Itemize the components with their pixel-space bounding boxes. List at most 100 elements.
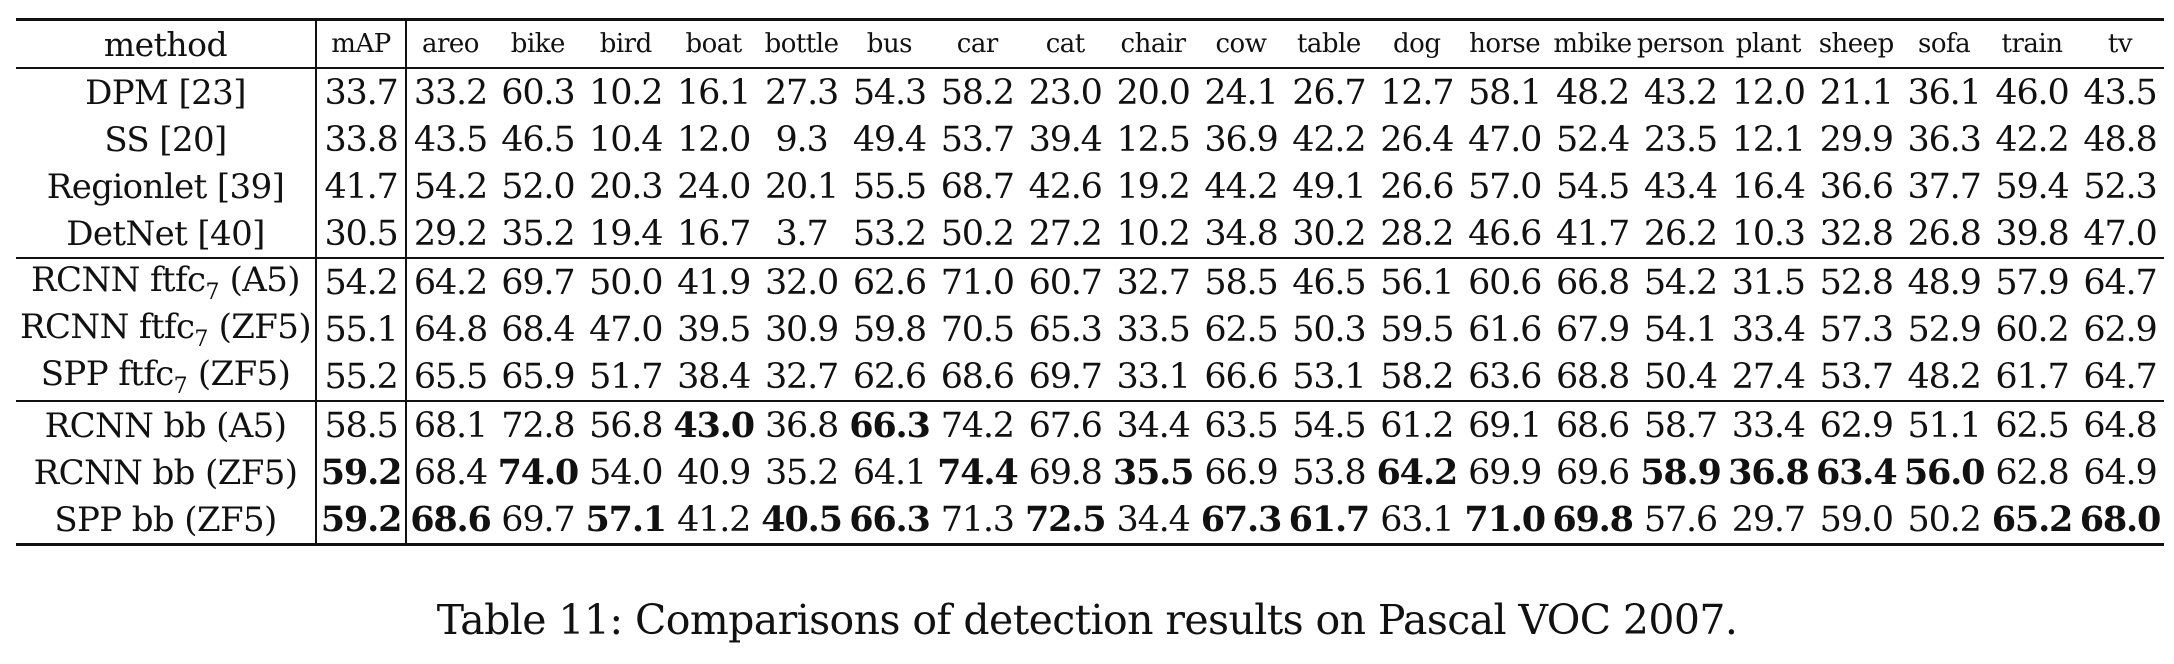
class-ap-cell: 26.8	[1907, 213, 1982, 254]
class-ap-cell: 26.2	[1643, 213, 1718, 254]
class-ap-cell: 40.9	[677, 452, 751, 493]
class-ap-cell: 16.1	[677, 72, 751, 113]
method-name: Regionlet [39]	[46, 166, 285, 207]
method-suffix: (ZF5)	[187, 354, 291, 395]
class-ap-cell: 44.2	[1204, 166, 1278, 207]
class-ap-cell: 32.7	[764, 356, 839, 397]
class-ap-cell: 47.0	[589, 309, 663, 350]
class-ap-cell: 42.6	[1028, 166, 1103, 207]
class-ap-cell: 57.3	[1819, 309, 1894, 350]
class-ap-cell: 70.5	[940, 309, 1015, 350]
class-ap-cell: 58.1	[1468, 72, 1542, 113]
class-ap-cell: 72.5	[1021, 496, 1110, 546]
class-ap-cell: 67.9	[1555, 309, 1630, 350]
class-ap-cell: 59.0	[1812, 496, 1901, 546]
class-ap-cell: 10.2	[589, 72, 663, 113]
method-subscript: 7	[194, 326, 209, 352]
class-ap-cell: 32.0	[757, 257, 846, 306]
class-ap-cell: 16.7	[677, 213, 751, 254]
class-ap-cell: 69.6	[1555, 452, 1630, 493]
class-ap-cell: 29.2	[413, 213, 488, 254]
class-ap-cell: 62.8	[1995, 452, 2069, 493]
class-ap-cell: 36.9	[1204, 119, 1278, 160]
class-ap-cell: 51.1	[1900, 400, 1989, 449]
class-ap-cell: 60.3	[501, 72, 575, 113]
class-ap-cell: 62.6	[845, 257, 934, 306]
class-ap-cell: 60.2	[1995, 309, 2069, 350]
table-row: RCNN ftfc7 (ZF5) 55.1 64.8 68.4 47.0 39.5 30.9…	[16, 306, 2164, 353]
class-ap-cell: 69.1	[1460, 400, 1549, 449]
class-ap-cell: 27.4	[1731, 356, 1806, 397]
table-row: RCNN bb (A5) 58.5 68.1 72.8 56.8 43.0 36.8 66.3…	[16, 400, 2164, 449]
column-header-map: mAP	[316, 18, 408, 69]
class-ap-cell: 19.4	[589, 213, 663, 254]
method-subscript: 7	[173, 373, 188, 399]
class-ap-cell: 54.0	[589, 452, 663, 493]
class-ap-cell: 33.4	[1731, 309, 1806, 350]
class-ap-cell: 33.5	[1116, 309, 1191, 350]
class-ap-cell: 29.7	[1724, 496, 1813, 546]
class-ap-cell: 12.5	[1116, 119, 1191, 160]
column-header-method: method	[16, 18, 318, 69]
method-cell: RCNN bb (A5)	[16, 400, 318, 449]
class-ap-cell: 48.9	[1900, 257, 1989, 306]
class-ap-cell: 54.2	[1636, 257, 1725, 306]
class-ap-cell: 31.5	[1724, 257, 1813, 306]
class-ap-cell: 67.3	[1197, 496, 1285, 546]
class-ap-cell: 40.5	[757, 496, 846, 546]
table-header-row: method mAP areo bike bird boat bottle bus car cat…	[16, 18, 2164, 69]
class-ap-cell: 68.4	[501, 309, 575, 350]
class-ap-cell: 36.6	[1819, 166, 1894, 207]
class-ap-cell: 26.7	[1292, 72, 1366, 113]
class-ap-cell: 61.7	[1995, 356, 2069, 397]
class-ap-cell: 36.3	[1907, 119, 1982, 160]
class-ap-cell: 28.2	[1380, 213, 1454, 254]
class-ap-cell: 39.4	[1028, 119, 1103, 160]
class-ap-cell: 65.2	[1988, 496, 2076, 546]
table-row: RCNN ftfc7 (A5) 54.2 64.2 69.7 50.0 41.9 32.0 6…	[16, 257, 2164, 306]
class-ap-cell: 26.6	[1380, 166, 1454, 207]
column-header-cow: cow	[1197, 18, 1285, 69]
class-ap-cell: 62.6	[852, 356, 927, 397]
class-ap-cell: 64.8	[413, 309, 488, 350]
class-ap-cell: 33.2	[413, 72, 488, 113]
class-ap-cell: 34.4	[1109, 400, 1198, 449]
class-ap-cell: 58.2	[940, 72, 1015, 113]
class-ap-cell: 52.8	[1812, 257, 1901, 306]
class-ap-cell: 35.2	[764, 452, 839, 493]
class-ap-cell: 74.2	[933, 400, 1022, 449]
class-ap-cell: 57.6	[1636, 496, 1725, 546]
class-ap-cell: 65.3	[1028, 309, 1103, 350]
class-ap-cell: 69.7	[1028, 356, 1103, 397]
class-ap-cell: 71.3	[933, 496, 1022, 546]
class-ap-cell: 33.1	[1116, 356, 1191, 397]
method-cell: SPP ftfc7 (ZF5)	[16, 353, 318, 401]
class-ap-cell: 64.1	[852, 452, 927, 493]
column-header-areo: areo	[406, 18, 494, 69]
class-ap-cell: 57.1	[581, 496, 670, 546]
column-header-bird: bird	[581, 18, 670, 69]
method-cell: DPM [23]	[16, 68, 318, 116]
class-ap-cell: 59.8	[852, 309, 927, 350]
class-ap-cell: 68.6	[406, 496, 494, 546]
class-ap-cell: 12.0	[677, 119, 751, 160]
table-row: DPM [23] 33.7 33.2 60.3 10.2 16.1 27.3 54.3 58.2…	[16, 68, 2164, 116]
method-cell: RCNN ftfc7 (A5)	[16, 257, 318, 306]
column-header-car: car	[933, 18, 1022, 69]
class-ap-cell: 52.3	[2083, 166, 2157, 207]
class-ap-cell: 23.0	[1028, 72, 1103, 113]
class-ap-cell: 69.7	[493, 257, 582, 306]
class-ap-cell: 62.9	[2083, 309, 2157, 350]
class-ap-cell: 54.5	[1555, 166, 1630, 207]
class-ap-cell: 63.4	[1815, 452, 1898, 493]
class-ap-cell: 62.5	[1204, 309, 1278, 350]
class-ap-cell: 50.0	[581, 257, 670, 306]
class-ap-cell: 54.2	[413, 166, 488, 207]
class-ap-cell: 71.0	[1460, 496, 1549, 546]
class-ap-cell: 64.2	[406, 257, 494, 306]
method-suffix: (ZF5)	[208, 307, 312, 348]
class-ap-cell: 64.7	[2083, 356, 2157, 397]
class-ap-cell: 24.0	[677, 166, 751, 207]
table-body: DPM [23] 33.7 33.2 60.3 10.2 16.1 27.3 54.3 58.2…	[16, 68, 2164, 546]
class-ap-cell: 35.5	[1112, 452, 1195, 493]
